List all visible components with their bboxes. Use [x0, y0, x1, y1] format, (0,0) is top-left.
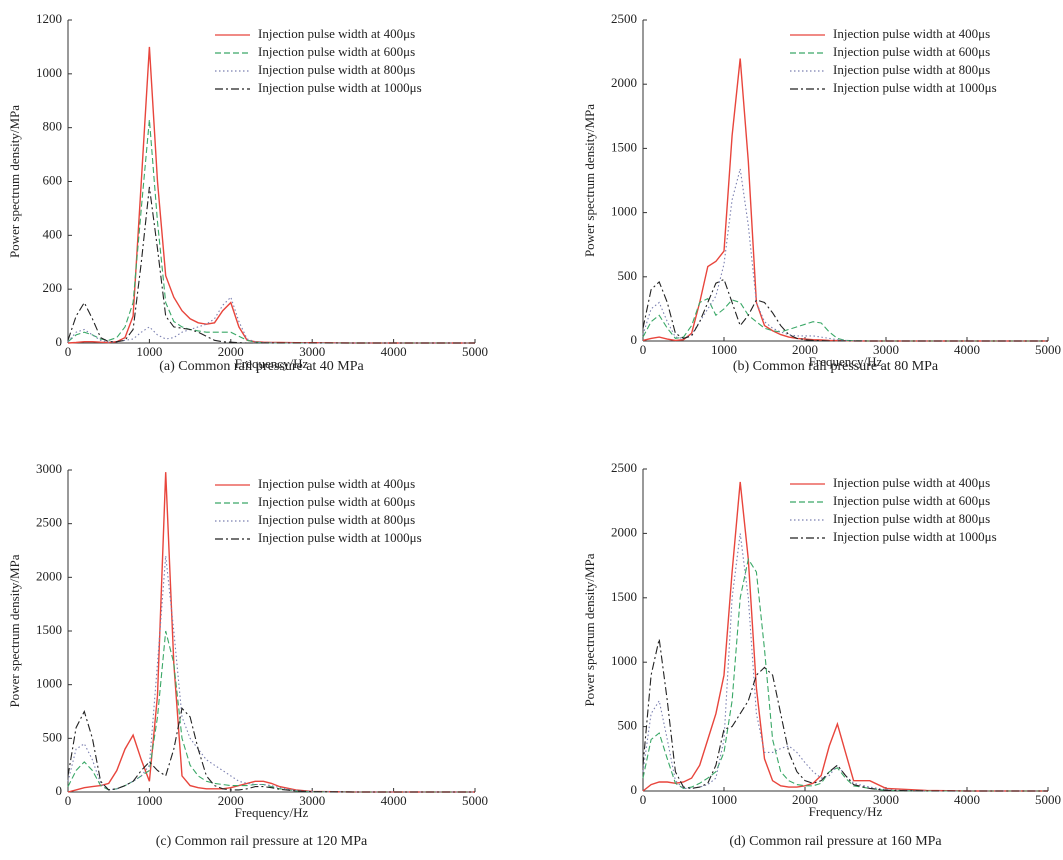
y-tick-label: 600 — [43, 172, 63, 187]
y-tick-label: 1000 — [611, 653, 637, 668]
y-tick-label: 1000 — [611, 204, 637, 219]
series-line — [642, 58, 1048, 342]
x-tick-label: 2000 — [792, 792, 818, 807]
x-tick-label: 4000 — [381, 344, 407, 359]
x-axis-label: Frequency/Hz — [235, 356, 309, 371]
y-tick-label: 500 — [618, 268, 638, 283]
x-tick-label: 2000 — [792, 342, 818, 357]
x-tick-label: 3000 — [299, 793, 325, 808]
y-tick-label: 0 — [631, 782, 638, 797]
y-axis-label: Power spectrum density/MPa — [582, 553, 597, 706]
y-tick-label: 1500 — [36, 622, 62, 637]
y-tick-label: 1500 — [611, 139, 637, 154]
y-tick-label: 2500 — [611, 460, 637, 475]
y-tick-label: 2000 — [36, 568, 62, 583]
x-axis-label: Frequency/Hz — [235, 805, 309, 820]
chart-panel: 0 500 1000 1500 2000 2500 3000 0 1000 2000 3000 400… — [7, 461, 488, 849]
x-tick-label: 0 — [65, 793, 72, 808]
series-line — [67, 707, 475, 793]
series-line — [642, 168, 1048, 342]
series-line — [67, 555, 475, 793]
x-tick-label: 1000 — [711, 342, 737, 357]
legend-label: Injection pulse width at 800μs — [258, 62, 415, 77]
x-tick-label: 1000 — [711, 792, 737, 807]
y-tick-label: 500 — [43, 729, 63, 744]
x-tick-label: 5000 — [1035, 342, 1061, 357]
series-line — [642, 638, 1048, 792]
x-tick-label: 4000 — [381, 793, 407, 808]
legend-label: Injection pulse width at 400μs — [833, 26, 990, 41]
caption: (d) Common rail pressure at 160 MPa — [729, 834, 942, 849]
x-tick-label: 3000 — [873, 792, 899, 807]
x-tick-label: 3000 — [873, 342, 899, 357]
x-tick-label: 5000 — [462, 344, 488, 359]
x-tick-label: 5000 — [462, 793, 488, 808]
y-tick-label: 0 — [56, 334, 63, 349]
y-tick-label: 2000 — [611, 524, 637, 539]
x-axis-label: Frequency/Hz — [809, 804, 883, 819]
y-tick-label: 500 — [618, 718, 638, 733]
y-tick-label: 0 — [631, 332, 638, 347]
x-tick-label: 4000 — [954, 792, 980, 807]
legend-label: Injection pulse width at 400μs — [833, 475, 990, 490]
y-axis-label: Power spectrum density/MPa — [7, 105, 22, 258]
caption: (b) Common rail pressure at 80 MPa — [733, 359, 939, 374]
series-line — [67, 296, 475, 344]
y-tick-label: 1000 — [36, 65, 62, 80]
x-axis-label: Frequency/Hz — [809, 354, 883, 369]
x-tick-label: 5000 — [1035, 792, 1061, 807]
x-tick-label: 0 — [640, 792, 647, 807]
series-line — [67, 186, 475, 344]
x-tick-label: 1000 — [136, 793, 162, 808]
legend-label: Injection pulse width at 800μs — [258, 512, 415, 527]
legend-label: Injection pulse width at 400μs — [258, 26, 415, 41]
series-line — [642, 557, 1048, 792]
legend-label: Injection pulse width at 1000μs — [833, 80, 997, 95]
y-axis-label: Power spectrum density/MPa — [7, 554, 22, 707]
legend-label: Injection pulse width at 1000μs — [833, 529, 997, 544]
y-tick-label: 2500 — [611, 11, 637, 26]
y-tick-label: 200 — [43, 280, 63, 295]
chart-panel: 0 500 1000 1500 2000 2500 0 1000 2000 3000 4000 500… — [582, 460, 1061, 849]
x-tick-label: 3000 — [299, 344, 325, 359]
series-line — [67, 630, 475, 793]
caption: (a) Common rail pressure at 40 MPa — [159, 359, 364, 374]
x-tick-label: 0 — [640, 342, 647, 357]
y-tick-label: 1200 — [36, 11, 62, 26]
x-tick-label: 2000 — [218, 344, 244, 359]
x-tick-label: 4000 — [954, 342, 980, 357]
series-line — [67, 119, 475, 344]
series-line — [642, 481, 1048, 792]
legend-label: Injection pulse width at 600μs — [833, 44, 990, 59]
y-tick-label: 1000 — [36, 676, 62, 691]
x-tick-label: 2000 — [218, 793, 244, 808]
legend-label: Injection pulse width at 600μs — [258, 44, 415, 59]
y-tick-label: 0 — [56, 783, 63, 798]
legend-label: Injection pulse width at 600μs — [258, 494, 415, 509]
series-line — [642, 533, 1048, 792]
chart-panel: 0 200 400 600 800 1000 1200 0 1000 2000 3000 4000 50… — [7, 11, 488, 374]
x-tick-label: 0 — [65, 344, 72, 359]
y-tick-label: 1500 — [611, 589, 637, 604]
legend-label: Injection pulse width at 800μs — [833, 511, 990, 526]
legend-label: Injection pulse width at 800μs — [833, 62, 990, 77]
y-tick-label: 800 — [43, 119, 63, 134]
legend-label: Injection pulse width at 600μs — [833, 493, 990, 508]
series-line — [642, 278, 1048, 342]
y-tick-label: 2500 — [36, 515, 62, 530]
y-tick-label: 3000 — [36, 461, 62, 476]
y-tick-label: 400 — [43, 226, 63, 241]
series-line — [642, 297, 1048, 342]
chart-panel: 0 500 1000 1500 2000 2500 0 1000 2000 3000 4000 500… — [582, 11, 1061, 374]
caption: (c) Common rail pressure at 120 MPa — [156, 834, 368, 849]
legend-label: Injection pulse width at 400μs — [258, 476, 415, 491]
y-axis-label: Power spectrum density/MPa — [582, 104, 597, 257]
series-line — [67, 472, 475, 793]
legend-label: Injection pulse width at 1000μs — [258, 80, 422, 95]
y-tick-label: 2000 — [611, 75, 637, 90]
x-tick-label: 1000 — [136, 344, 162, 359]
legend-label: Injection pulse width at 1000μs — [258, 530, 422, 545]
